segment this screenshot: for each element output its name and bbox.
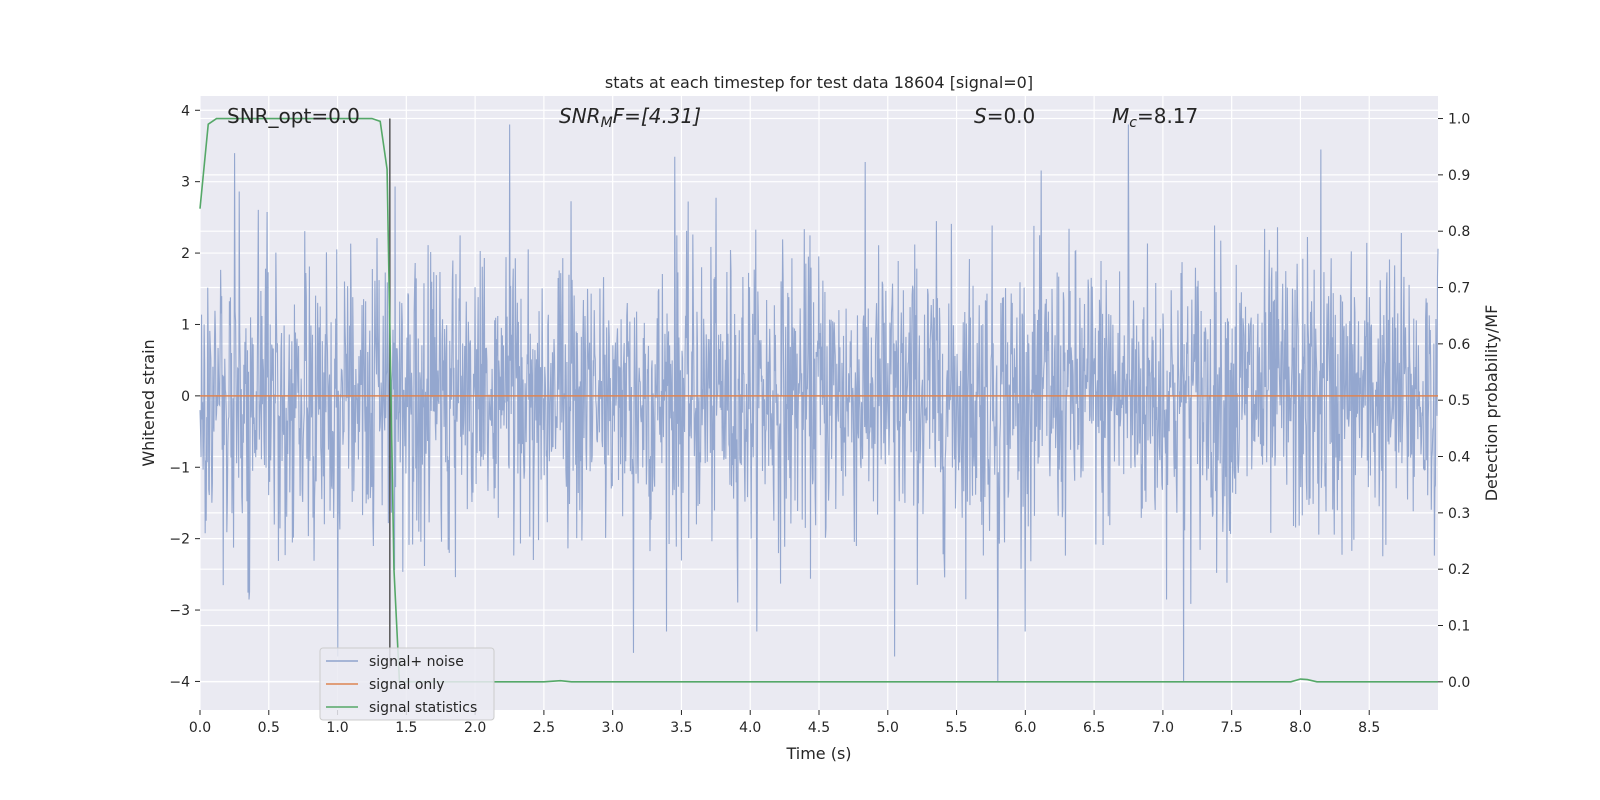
y-tick-label-left: −3 <box>169 603 190 619</box>
y-tick-label-right: 0.2 <box>1448 562 1470 578</box>
x-tick-label: 7.5 <box>1221 720 1243 736</box>
y-tick-label-left: 2 <box>181 246 190 262</box>
y-axis-title-left: Whitened strain <box>139 339 158 466</box>
y-tick-label-right: 0.9 <box>1448 168 1470 184</box>
x-tick-label: 5.0 <box>877 720 899 736</box>
x-tick-label: 2.0 <box>464 720 486 736</box>
signal-noise-line <box>199 124 1439 682</box>
legend-label-signal-noise: signal+ noise <box>369 654 464 670</box>
x-tick-label: 0.0 <box>189 720 211 736</box>
x-tick-label: 7.0 <box>1152 720 1174 736</box>
y-tick-label-right: 0.7 <box>1448 281 1470 297</box>
y-tick-label-right: 0.1 <box>1448 619 1470 635</box>
legend: signal+ noise signal only signal statist… <box>319 647 495 721</box>
x-tick-label: 6.5 <box>1083 720 1105 736</box>
x-tick-label: 8.0 <box>1289 720 1311 736</box>
y-tick-label-right: 0.8 <box>1448 224 1470 240</box>
legend-label-signal-statistics: signal statistics <box>369 700 477 716</box>
y-tick-label-left: 3 <box>181 175 190 191</box>
x-tick-label: 3.0 <box>602 720 624 736</box>
legend-box <box>319 647 495 721</box>
y-tick-label-left: −1 <box>169 460 190 476</box>
annotation-s: S=0.0 <box>974 104 1035 128</box>
y-tick-label-left: −4 <box>169 674 190 690</box>
legend-label-signal-only: signal only <box>369 677 444 693</box>
x-tick-label: 3.5 <box>670 720 692 736</box>
x-axis-title: Time (s) <box>785 744 851 763</box>
y-axis-title-right: Detection probability/MF <box>1482 305 1501 502</box>
x-tick-label: 4.5 <box>808 720 830 736</box>
y-tick-label-right: 0.5 <box>1448 393 1470 409</box>
x-tick-label: 0.5 <box>258 720 280 736</box>
annotation-mc: Mc=8.17 <box>1112 104 1198 131</box>
chart-title: stats at each timestep for test data 186… <box>605 73 1033 92</box>
x-tick-label: 1.0 <box>326 720 348 736</box>
tick-labels: 0.0 0.5 1.0 1.5 2.0 2.5 3.0 3.5 4.0 4.5 5.0 5.5 6.0 6… <box>169 103 1470 736</box>
y-tick-label-right: 0.0 <box>1448 675 1470 691</box>
y-tick-label-right: 0.6 <box>1448 337 1470 353</box>
y-tick-label-left: 4 <box>181 103 190 119</box>
y-tick-label-right: 0.4 <box>1448 450 1470 466</box>
y-tick-label-left: 1 <box>181 317 190 333</box>
y-tick-label-left: 0 <box>181 389 190 405</box>
x-tick-label: 5.5 <box>945 720 967 736</box>
x-tick-label: 1.5 <box>395 720 417 736</box>
annotation-snr-mf: SNRMF=[4.31] <box>559 104 701 131</box>
signal-noise-series <box>199 124 1439 682</box>
x-tick-label: 4.0 <box>739 720 761 736</box>
x-tick-label: 8.5 <box>1358 720 1380 736</box>
x-tick-label: 2.5 <box>533 720 555 736</box>
y-tick-label-left: −2 <box>169 532 190 548</box>
y-tick-label-right: 0.3 <box>1448 506 1470 522</box>
annotation-snr-opt: SNR_opt=0.0 <box>227 104 360 128</box>
y-tick-label-right: 1.0 <box>1448 112 1470 128</box>
x-tick-label: 6.0 <box>1014 720 1036 736</box>
